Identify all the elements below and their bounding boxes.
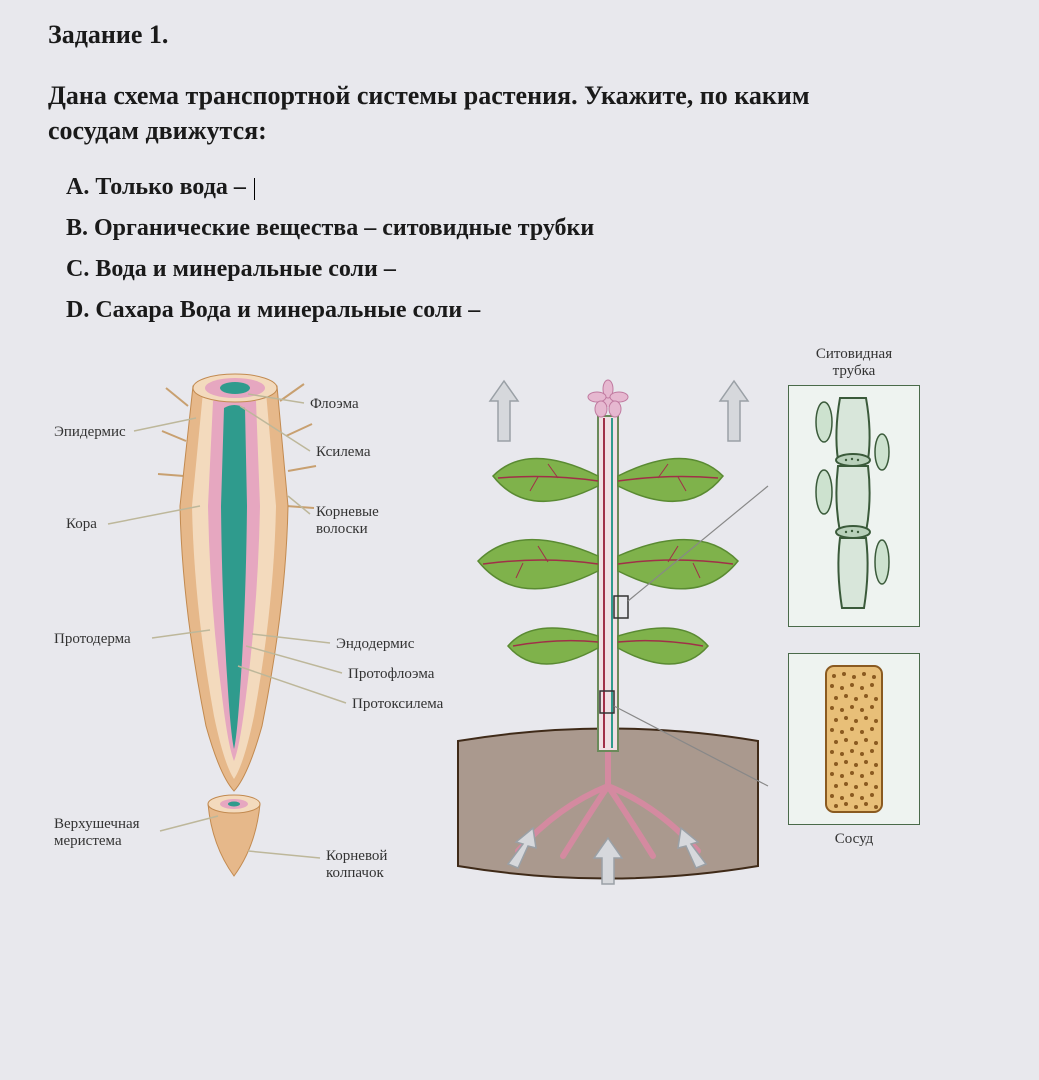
label-protoderm: Протодерма xyxy=(54,631,131,648)
label-epidermis: Эпидермис xyxy=(54,424,126,441)
label-protophloem: Протофлоэма xyxy=(348,666,434,683)
label-xylem: Ксилема xyxy=(316,444,371,461)
vessel-box xyxy=(788,653,920,825)
label-cortex: Кора xyxy=(66,516,97,533)
vessel-svg xyxy=(796,660,912,818)
plant-transport-diagram xyxy=(438,346,778,906)
sieve-tube-box xyxy=(788,385,920,627)
text-cursor-icon xyxy=(254,178,255,200)
option-d: D. Сахара Вода и минеральные соли – xyxy=(66,297,1009,324)
label-endodermis: Эндодермис xyxy=(336,636,414,653)
plant-svg xyxy=(438,346,778,906)
label-apical-meristem: Верхушечная меристема xyxy=(54,816,140,849)
sieve-tube-svg xyxy=(794,392,914,620)
sieve-tube-caption: Ситовидная трубка xyxy=(816,346,892,379)
figures-row: Эпидермис Кора Протодерма Верхушечная ме… xyxy=(48,346,1009,906)
root-anatomy-diagram: Эпидермис Кора Протодерма Верхушечная ме… xyxy=(48,346,428,906)
label-protoxylem: Протоксилема xyxy=(352,696,443,713)
option-b: B. Органические вещества – ситовидные тр… xyxy=(66,215,1009,242)
label-phloem: Флоэма xyxy=(310,396,359,413)
task-title: Задание 1. xyxy=(48,20,1009,50)
vessel-caption: Сосуд xyxy=(835,831,874,848)
option-c: C. Вода и минеральные соли – xyxy=(66,256,1009,283)
tissue-detail-column: Ситовидная трубка xyxy=(788,346,920,848)
option-a: A. Только вода – xyxy=(66,174,1009,201)
label-root-cap: Корневой колпачок xyxy=(326,848,387,881)
label-root-hairs: Корневые волоски xyxy=(316,504,379,537)
worksheet-page: Задание 1. Дана схема транспортной систе… xyxy=(0,0,1039,906)
task-prompt: Дана схема транспортной системы растения… xyxy=(48,78,1009,148)
